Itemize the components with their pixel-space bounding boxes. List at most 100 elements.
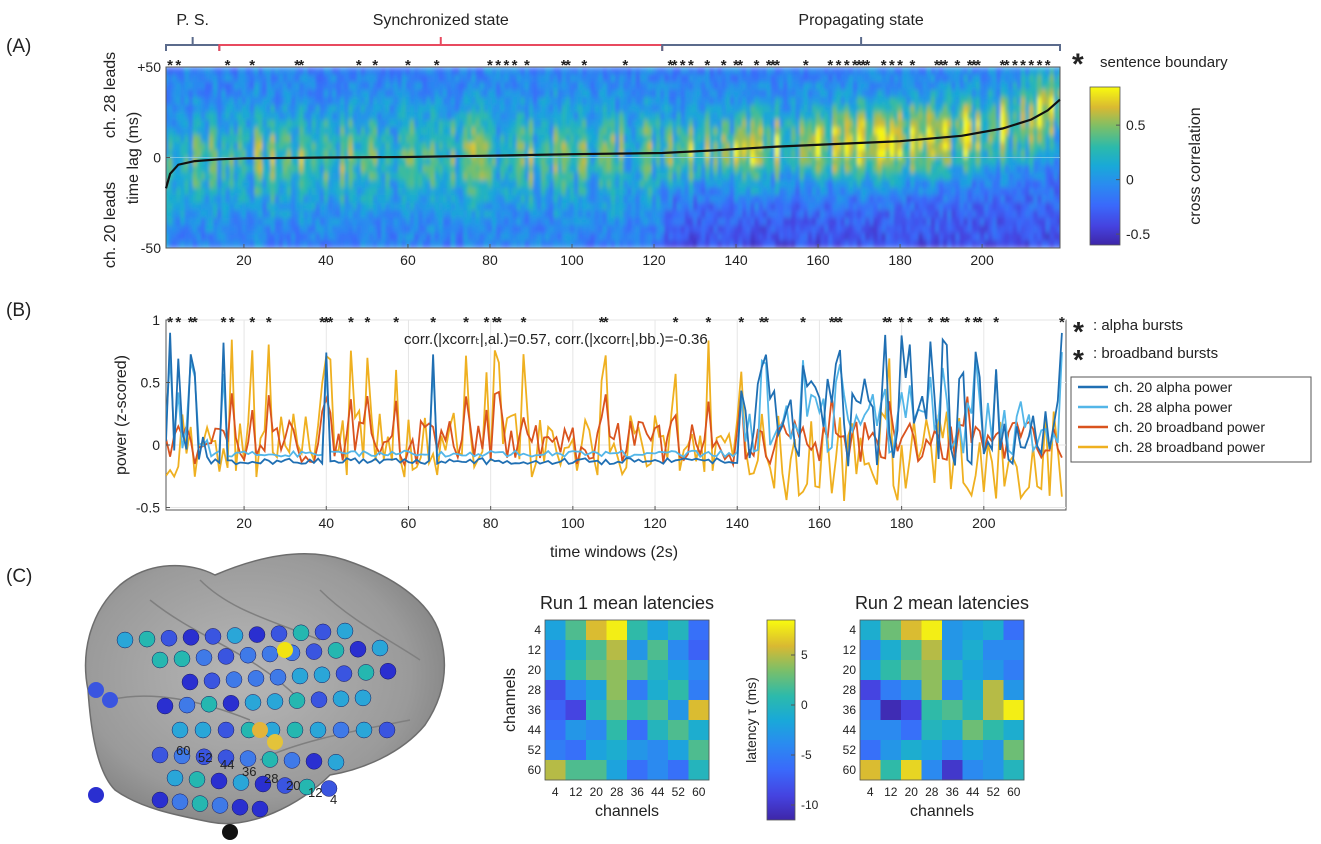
heatmap-cell [549,89,555,98]
heatmap-cell [455,202,460,211]
heatmap-cell [565,172,571,181]
heatmap-cell [582,119,587,128]
heatmap-cell [307,142,313,151]
heatmap-cell [996,217,1002,226]
heatmap-cell [516,134,522,144]
heatmap-cell [836,97,842,106]
heatmap-cell [652,217,657,226]
heatmap-cell [910,112,915,121]
heatmap-cell [848,74,854,83]
heatmap-cell [836,104,842,113]
heatmap-cell [278,157,284,166]
heatmap-cell [471,187,477,196]
heatmap-cell [537,82,542,91]
heatmap-cell [291,210,296,219]
heatmap-cell [877,112,883,121]
heatmap-cell [1004,119,1010,128]
heatmap-cell [332,134,337,144]
heatmap-cell [516,97,522,106]
heatmap-cell [274,119,280,128]
heatmap-cell [598,232,604,242]
heatmap-cell [582,89,587,98]
heatmap-cell [676,97,682,106]
heatmap-cell [180,89,186,98]
heatmap-cell [635,157,641,166]
heatmap-cell [430,165,436,174]
heatmap-cell [192,195,198,204]
heatmap-cell [758,210,764,219]
heatmap-cell [807,165,813,174]
sentence-boundary-star: * [495,57,501,74]
heatmap-cell [610,232,616,242]
heatmap-cell [635,232,641,242]
heatmap-cell [848,210,854,219]
heatmap-cell [565,112,571,121]
heatmap-cell [254,119,259,128]
heatmap-cell [598,225,604,234]
heatmap-cell [574,127,579,136]
heatmap-cell [574,142,579,151]
heatmap-cell [241,157,247,166]
heatmap-cell [820,104,825,113]
heatmap-cell [504,157,509,166]
sentence-boundary-star: * [955,57,961,74]
heatmap-cell [467,74,473,83]
heatmap-cell [364,119,370,128]
heatmap-cell [832,134,838,144]
heatmap-cell [176,232,181,242]
heatmap-cell [787,217,792,226]
heatmap-cell [401,180,407,189]
heatmap-cell [410,142,415,151]
heatmap-cell [459,97,464,106]
heatmap-cell [795,89,801,98]
heatmap-cell [750,104,756,113]
heatmap-cell [405,180,411,189]
heatmap-cell [176,89,181,98]
heatmap-cell [430,67,436,76]
heatmap-cell [483,89,489,98]
heatmap-cell [377,89,382,98]
heatmap-cell [569,180,575,189]
heatmap-cell [848,104,854,113]
heatmap-cell [250,232,255,242]
heatmap-cell [217,150,222,159]
heatmap-cell [373,134,378,144]
heatmap-cell [803,134,809,144]
heatmap-cell [627,119,633,128]
heatmap-cell [336,127,341,136]
heatmap-cell [237,127,243,136]
heatmap-cell [783,225,788,234]
heatmap-cell [574,67,579,76]
heatmap-cell [475,172,481,181]
heatmap-cell [619,74,624,83]
heatmap-cell [520,119,526,128]
heatmap-cell [340,67,345,76]
heatmap-cell [266,217,272,226]
heatmap-cell [844,232,850,242]
heatmap-cell [869,202,874,211]
heatmap-cell [237,104,243,113]
heatmap-cell [348,232,354,242]
heatmap-cell [975,165,981,174]
heatmap-cell [442,232,448,242]
heatmap-cell [172,67,177,76]
heatmap-cell [166,157,169,166]
heatmap-cell [914,240,920,248]
heatmap-cell [750,210,756,219]
heatmap-cell [865,67,870,76]
heatmap-cell [393,97,399,106]
heatmap-cell [233,210,239,219]
heatmap-cell [984,217,989,226]
heatmap-cell [471,142,477,151]
heatmap-cell [619,180,624,189]
heatmap-cell [664,112,669,121]
heatmap-cell [586,82,591,91]
heatmap-cell [414,104,419,113]
sentence-boundary-star: * [225,57,231,74]
heatmap-cell [951,240,956,248]
sentence-boundary-star: * [667,57,673,74]
heatmap-cell [459,150,464,159]
heatmap-cell [426,119,432,128]
heatmap-cell [598,187,604,196]
heatmap-cell [652,172,657,181]
